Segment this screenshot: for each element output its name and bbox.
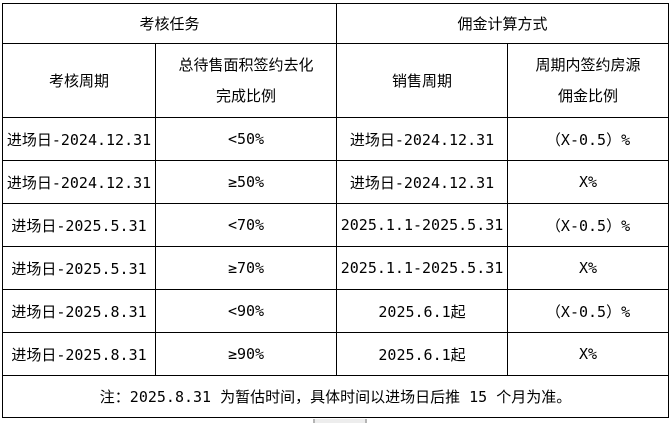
cell-sales-period: 2025.1.1-2025.5.31 [336, 246, 509, 290]
col-header-line: 总待售面积签约去化 [178, 55, 314, 74]
assessment-commission-table: 考核任务 佣金计算方式 考核周期 总待售面积签约去化 完成比例 销售周期 周期内… [1, 3, 670, 418]
col-header-sales-period: 销售周期 [336, 43, 509, 118]
cell-completion-ratio: <50% [154, 117, 338, 161]
cell-commission-rate: （X-0.5）% [507, 117, 670, 161]
table-row: 进场日-2025.8.31 <90% 2025.6.1起 （X-0.5）% [2, 289, 670, 333]
table-row: 进场日-2025.5.31 ≥70% 2025.1.1-2025.5.31 X% [2, 246, 670, 290]
table-row-column-headers: 考核周期 总待售面积签约去化 完成比例 销售周期 周期内签约房源 佣金比例 [2, 43, 670, 118]
col-header-assessment-period: 考核周期 [2, 43, 156, 118]
cell-assessment-period: 进场日-2025.8.31 [2, 289, 156, 333]
col-header-commission-rate: 周期内签约房源 佣金比例 [507, 43, 670, 118]
cell-sales-period: 2025.6.1起 [336, 289, 509, 333]
col-header-line: 佣金比例 [558, 86, 619, 105]
table-row-note: 注：2025.8.31 为暂估时间，具体时间以进场日后推 15 个月为准。 [1, 375, 670, 418]
cell-commission-rate: X% [507, 246, 670, 290]
cell-assessment-period: 进场日-2025.5.31 [2, 203, 156, 247]
header-commission-group: 佣金计算方式 [336, 3, 670, 44]
cell-assessment-period: 进场日-2024.12.31 [2, 160, 156, 204]
table-note: 注：2025.8.31 为暂估时间，具体时间以进场日后推 15 个月为准。 [1, 375, 670, 418]
cell-assessment-period: 进场日-2025.5.31 [2, 246, 156, 290]
cell-commission-rate: X% [507, 160, 670, 204]
cell-sales-period: 进场日-2024.12.31 [336, 160, 509, 204]
col-header-line: 周期内签约房源 [535, 55, 641, 74]
table-row: 进场日-2024.12.31 ≥50% 进场日-2024.12.31 X% [2, 160, 670, 204]
cell-assessment-period: 进场日-2025.8.31 [2, 332, 156, 376]
header-task-group: 考核任务 [1, 3, 338, 44]
table-row: 进场日-2024.12.31 <50% 进场日-2024.12.31 （X-0.… [2, 117, 670, 161]
cell-commission-rate: （X-0.5）% [507, 203, 670, 247]
cell-sales-period: 2025.1.1-2025.5.31 [336, 203, 509, 247]
cell-sales-period: 2025.6.1起 [336, 332, 509, 376]
table-row-group-header: 考核任务 佣金计算方式 [1, 3, 670, 44]
col-header-line: 完成比例 [216, 86, 277, 105]
cell-sales-period: 进场日-2024.12.31 [336, 117, 509, 161]
cell-completion-ratio: <70% [154, 203, 338, 247]
cell-assessment-period: 进场日-2024.12.31 [2, 117, 156, 161]
cell-completion-ratio: ≥90% [154, 332, 338, 376]
cell-commission-rate: X% [507, 332, 670, 376]
col-header-completion-ratio: 总待售面积签约去化 完成比例 [154, 43, 338, 118]
table-row: 进场日-2025.8.31 ≥90% 2025.6.1起 X% [2, 332, 670, 376]
cell-completion-ratio: <90% [154, 289, 338, 333]
table-resize-handle[interactable] [313, 419, 367, 423]
cell-commission-rate: （X-0.5）% [507, 289, 670, 333]
table-row: 进场日-2025.5.31 <70% 2025.1.1-2025.5.31 （X… [2, 203, 670, 247]
cell-completion-ratio: ≥70% [154, 246, 338, 290]
cell-completion-ratio: ≥50% [154, 160, 338, 204]
